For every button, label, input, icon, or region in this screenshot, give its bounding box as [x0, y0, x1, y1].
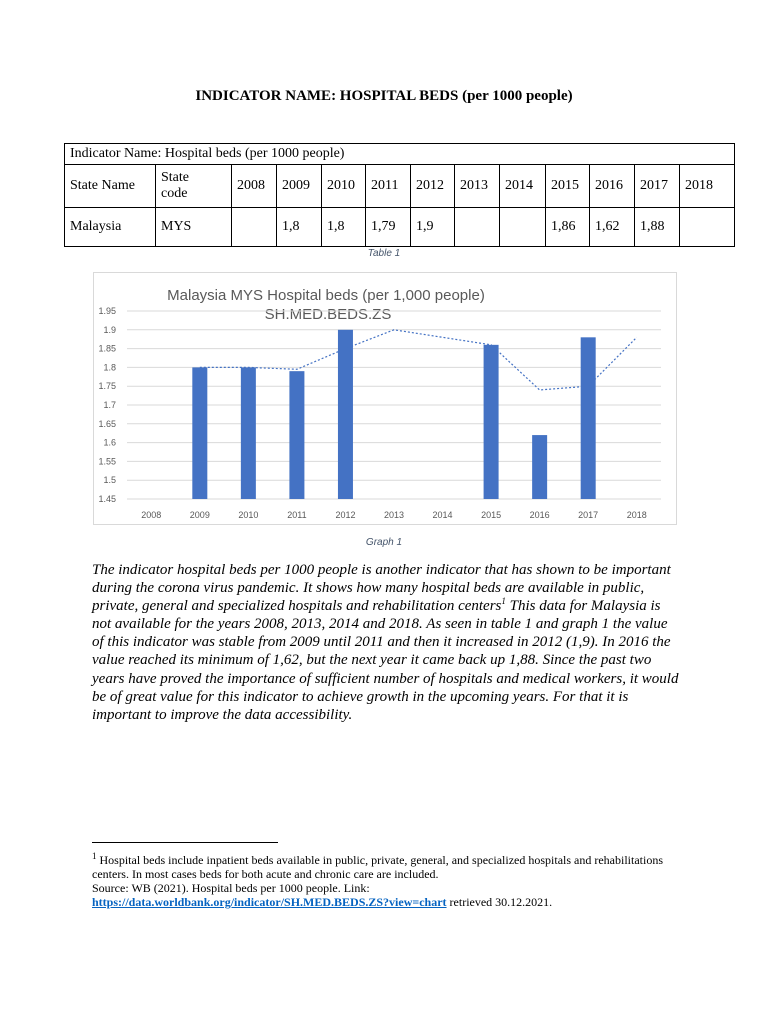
chart-subtitle: SH.MED.BEDS.ZS — [265, 306, 392, 323]
y-tick-label: 1.5 — [103, 475, 116, 485]
paragraph-text: The indicator hospital beds per 1000 peo… — [92, 562, 671, 615]
table-header-cell: State Name — [64, 164, 156, 208]
table-indicator-row: Indicator Name: Hospital beds (per 1000 … — [63, 143, 736, 165]
y-tick-label: 1.95 — [98, 306, 116, 316]
y-tick-label: 1.45 — [98, 494, 116, 504]
table-cell: 1,8 — [321, 207, 366, 247]
body-paragraph: The indicator hospital beds per 1000 peo… — [92, 561, 682, 724]
table-cell: 1,8 — [276, 207, 322, 247]
table-header-cell: 2016 — [589, 164, 635, 208]
x-tick-label: 2014 — [433, 510, 453, 520]
chart-title: Malaysia MYS Hospital beds (per 1,000 pe… — [167, 287, 485, 304]
source-link[interactable]: https://data.worldbank.org/indicator/SH.… — [92, 895, 447, 909]
table-cell — [678, 207, 736, 247]
x-tick-label: 2015 — [481, 510, 501, 520]
table-cell — [499, 207, 546, 247]
bar — [580, 337, 596, 499]
y-tick-label: 1.8 — [103, 362, 116, 372]
chart-container: Malaysia MYS Hospital beds (per 1,000 pe… — [93, 272, 677, 525]
table-caption: Table 1 — [367, 248, 401, 259]
footnote-separator — [92, 842, 278, 843]
table-indicator-cell: Indicator Name: Hospital beds (per 1000 … — [63, 143, 736, 165]
table-header-cell: 2009 — [276, 164, 322, 208]
table-header-cell: 2013 — [454, 164, 500, 208]
table-header-cell: 2015 — [545, 164, 590, 208]
x-tick-label: 2008 — [141, 510, 161, 520]
page-title: INDICATOR NAME: HOSPITAL BEDS (per 1000 … — [195, 88, 573, 104]
y-tick-label: 1.7 — [103, 400, 116, 410]
table-header-cell: 2018 — [678, 164, 736, 208]
table-header-cell-state-code: State code — [155, 164, 232, 208]
x-tick-label: 2016 — [530, 510, 550, 520]
bar — [483, 344, 499, 499]
paragraph-text-continued: This data for Malaysia is not available … — [92, 598, 679, 723]
trendline — [199, 329, 638, 391]
footnote-text: Hospital beds include inpatient beds ava… — [92, 853, 663, 881]
bar — [240, 367, 256, 499]
table-header-cell: 2014 — [499, 164, 546, 208]
footnote-source: Source: WB (2021). Hospital beds per 100… — [92, 881, 370, 895]
table-header-cell: 2010 — [321, 164, 366, 208]
bar — [192, 367, 208, 499]
y-tick-label: 1.55 — [98, 456, 116, 466]
y-tick-label: 1.65 — [98, 419, 116, 429]
footnote-link-line: https://data.worldbank.org/indicator/SH.… — [92, 895, 692, 909]
footnote-number: 1 — [92, 851, 97, 861]
table-header-row: State Name State code 2008 2009 2010 201… — [64, 164, 736, 208]
x-tick-label: 2009 — [190, 510, 210, 520]
table-row: Malaysia MYS 1,8 1,8 1,79 1,9 1,86 1,62 … — [64, 207, 736, 247]
table-cell: 1,9 — [410, 207, 455, 247]
x-tick-label: 2011 — [287, 510, 306, 520]
footnote: 1 Hospital beds include inpatient beds a… — [92, 849, 692, 909]
indicator-table: Indicator Name: Hospital beds (per 1000 … — [63, 143, 736, 247]
table-cell — [231, 207, 277, 247]
table-header-cell: 2011 — [365, 164, 411, 208]
bar — [337, 329, 353, 499]
y-tick-label: 1.9 — [103, 325, 116, 335]
x-tick-label: 2018 — [627, 510, 647, 520]
y-tick-label: 1.6 — [103, 438, 116, 448]
table-cell: 1,88 — [634, 207, 680, 247]
table-header-cell: 2012 — [410, 164, 455, 208]
table-header-cell: 2008 — [231, 164, 277, 208]
table-cell: 1,86 — [545, 207, 590, 247]
footnote-text-block: 1 Hospital beds include inpatient beds a… — [92, 849, 692, 881]
bar-chart: Malaysia MYS Hospital beds (per 1,000 pe… — [98, 287, 661, 520]
x-tick-label: 2012 — [335, 510, 355, 520]
state-code-header-line: State — [161, 170, 189, 185]
table-cell — [454, 207, 500, 247]
y-tick-label: 1.75 — [98, 381, 116, 391]
footnote-reference[interactable]: 1 — [501, 596, 506, 607]
x-tick-label: 2013 — [384, 510, 404, 520]
table-cell: 1,62 — [589, 207, 635, 247]
table-cell: MYS — [155, 207, 232, 247]
table-header-cell: 2017 — [634, 164, 680, 208]
retrieved-date: retrieved 30.12.2021. — [446, 895, 553, 909]
chart-caption: Graph 1 — [365, 537, 403, 548]
table-cell: Malaysia — [64, 207, 156, 247]
x-tick-label: 2010 — [238, 510, 258, 520]
bar — [532, 435, 548, 499]
state-code-header-line: code — [161, 186, 188, 201]
bar — [289, 371, 305, 499]
y-tick-label: 1.85 — [98, 344, 116, 354]
x-tick-label: 2017 — [578, 510, 598, 520]
table-cell: 1,79 — [365, 207, 411, 247]
